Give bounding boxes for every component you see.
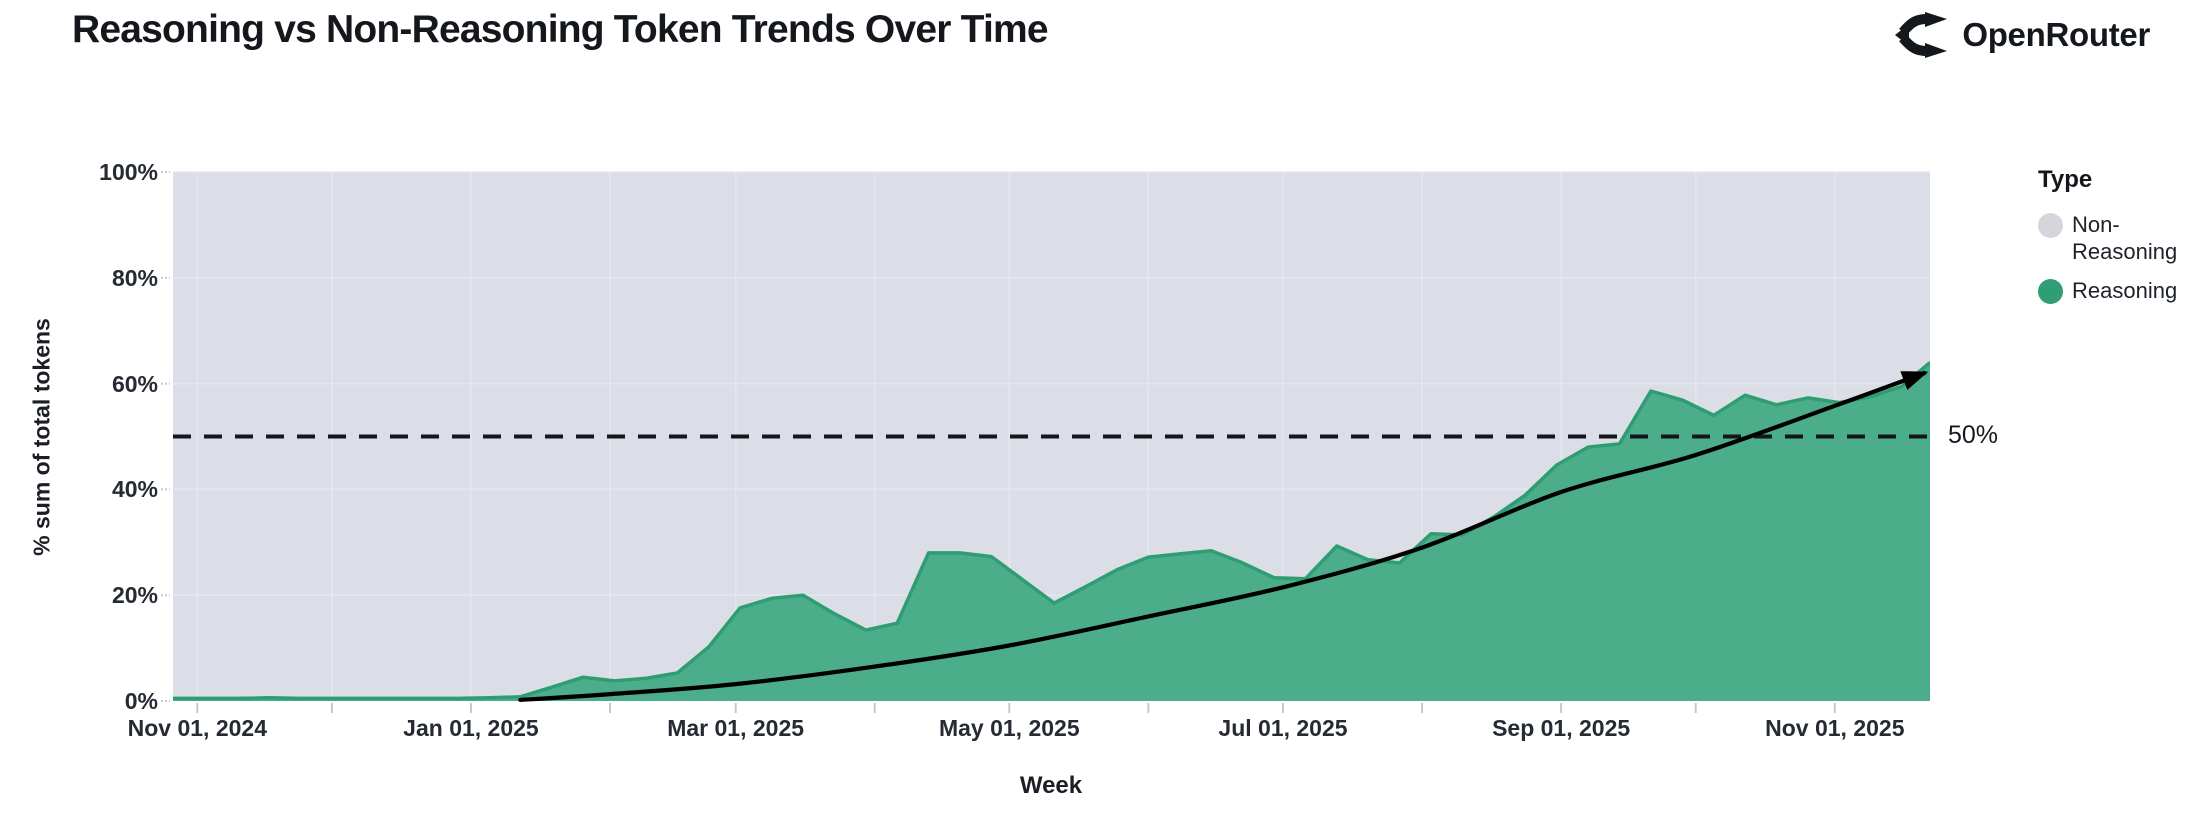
y-tick-label: 80%	[111, 264, 158, 291]
reasoning-area-edge	[173, 361, 1930, 701]
x-tick-label: May 01, 2025	[938, 715, 1080, 741]
trend-arrowhead	[1900, 371, 1929, 390]
legend-title: Type	[2038, 166, 2093, 193]
x-axis-title: Week	[1019, 772, 1083, 799]
x-tick-label: Nov 01, 2025	[1765, 715, 1905, 741]
legend-item-reasoning[interactable]: Reasoning	[2038, 278, 2198, 305]
reasoning-swatch-icon	[2038, 278, 2063, 304]
y-tick-label: 20%	[111, 582, 158, 609]
fifty-percent-label: 50%	[1948, 421, 1999, 449]
x-tick-label: Jan 01, 2025	[403, 715, 539, 741]
y-tick-label: 100%	[99, 159, 158, 185]
non-reasoning-swatch-icon	[2038, 213, 2063, 238]
trend-arrow-line	[518, 370, 1927, 702]
x-tick-label: Mar 01, 2025	[667, 715, 805, 741]
reasoning-area	[173, 362, 1930, 701]
legend-item-label: Non-Reasoning	[2072, 212, 2178, 264]
x-tick-label: Jul 01, 2025	[1218, 715, 1348, 741]
y-tick-label: 60%	[111, 370, 158, 397]
brand: OpenRouter	[1894, 12, 2150, 58]
legend-item-label: Reasoning	[2072, 277, 2178, 303]
brand-name: OpenRouter	[1962, 16, 2150, 53]
legend: Type Non-Reasoning Reasoning	[2038, 166, 2198, 316]
x-tick-label: Sep 01, 2025	[1492, 715, 1631, 741]
x-tick-label: Nov 01, 2024	[127, 715, 267, 741]
page-title: Reasoning vs Non-Reasoning Token Trends …	[72, 8, 1049, 51]
legend-item-non-reasoning[interactable]: Non-Reasoning	[2038, 212, 2198, 266]
y-tick-label: 40%	[111, 476, 158, 503]
y-axis-title: % sum of total tokens	[28, 318, 55, 556]
openrouter-logo-icon	[1894, 12, 1948, 58]
y-tick-label: 0%	[124, 688, 158, 714]
